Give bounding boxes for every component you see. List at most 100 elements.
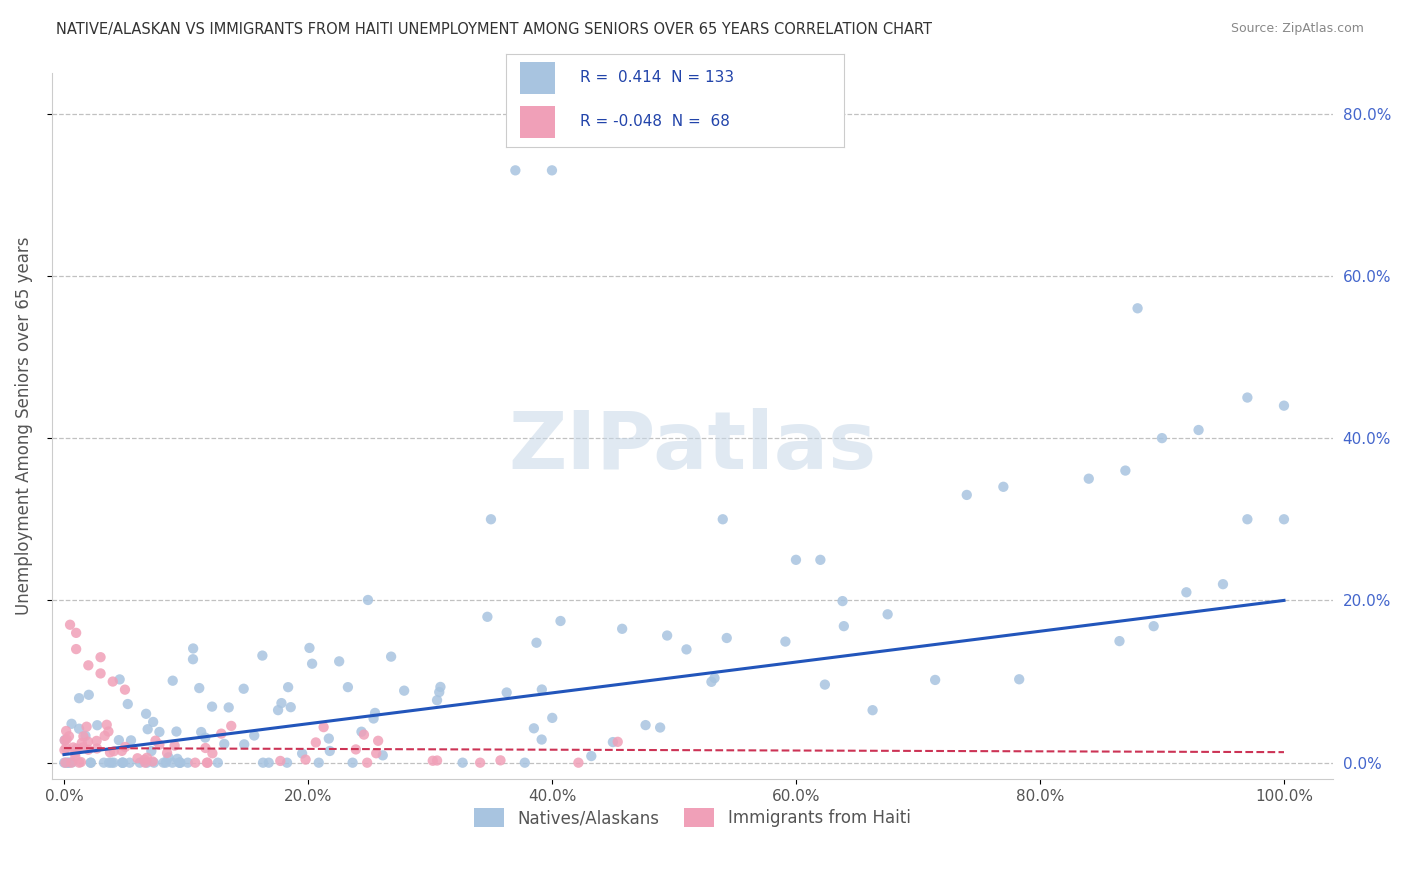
- Point: [114, 682, 136, 697]
- Point: [243, 729, 266, 743]
- Point: [716, 631, 738, 645]
- Point: [785, 553, 807, 567]
- Point: [166, 752, 188, 766]
- Point: [319, 744, 342, 758]
- Point: [567, 756, 589, 770]
- Point: [112, 756, 135, 770]
- Point: [1272, 399, 1295, 413]
- Point: [169, 756, 191, 770]
- Point: [477, 609, 499, 624]
- Point: [610, 622, 633, 636]
- Point: [1077, 472, 1099, 486]
- Legend: Natives/Alaskans, Immigrants from Haiti: Natives/Alaskans, Immigrants from Haiti: [467, 802, 917, 834]
- Point: [184, 756, 207, 770]
- Point: [530, 682, 553, 697]
- Point: [142, 714, 165, 729]
- Point: [162, 756, 184, 770]
- Point: [169, 756, 191, 770]
- Point: [703, 671, 725, 685]
- Point: [207, 756, 229, 770]
- Point: [60, 756, 83, 770]
- Point: [252, 756, 274, 770]
- Point: [77, 658, 100, 673]
- Point: [103, 756, 125, 770]
- Point: [526, 636, 548, 650]
- Point: [214, 737, 236, 751]
- Point: [111, 744, 134, 758]
- Point: [120, 733, 142, 747]
- Point: [380, 649, 402, 664]
- Point: [93, 756, 115, 770]
- Point: [65, 741, 87, 756]
- Point: [136, 751, 159, 765]
- Point: [60, 756, 83, 770]
- Point: [117, 697, 139, 711]
- Point: [162, 673, 184, 688]
- Point: [134, 753, 156, 767]
- Point: [60, 716, 83, 731]
- Point: [155, 756, 177, 770]
- Point: [550, 614, 572, 628]
- Point: [277, 680, 299, 694]
- Point: [267, 703, 290, 717]
- Point: [1175, 585, 1198, 599]
- Point: [541, 711, 564, 725]
- Point: [101, 674, 124, 689]
- Point: [55, 723, 77, 738]
- Point: [136, 723, 159, 737]
- Point: [111, 756, 134, 770]
- Point: [70, 755, 93, 769]
- Point: [53, 733, 76, 747]
- Point: [530, 732, 553, 747]
- Point: [294, 753, 316, 767]
- Point: [832, 619, 855, 633]
- Point: [70, 736, 93, 750]
- Point: [177, 756, 200, 770]
- Point: [55, 756, 77, 770]
- Point: [479, 512, 502, 526]
- Point: [194, 741, 217, 756]
- Point: [169, 756, 191, 770]
- Point: [86, 718, 108, 732]
- Bar: [520, 106, 555, 138]
- Point: [97, 724, 120, 739]
- Point: [156, 746, 179, 760]
- Point: [53, 743, 76, 757]
- Point: [233, 737, 256, 751]
- Point: [298, 640, 321, 655]
- Point: [606, 735, 628, 749]
- Point: [72, 740, 94, 755]
- Point: [993, 480, 1015, 494]
- Point: [79, 756, 101, 770]
- Point: [468, 756, 491, 770]
- Point: [209, 726, 232, 740]
- Point: [328, 654, 350, 668]
- Point: [218, 700, 240, 714]
- Point: [308, 756, 330, 770]
- Point: [148, 738, 170, 752]
- Point: [655, 628, 678, 642]
- Point: [98, 756, 121, 770]
- Point: [108, 733, 131, 747]
- Point: [197, 756, 219, 770]
- Point: [429, 680, 451, 694]
- Point: [602, 735, 624, 749]
- Point: [427, 685, 450, 699]
- Point: [67, 691, 90, 706]
- Point: [148, 725, 170, 739]
- Point: [111, 756, 134, 770]
- Point: [1008, 673, 1031, 687]
- Point: [280, 700, 302, 714]
- Point: [53, 756, 76, 770]
- Point: [357, 593, 380, 607]
- Bar: [520, 62, 555, 94]
- Point: [336, 680, 359, 694]
- Point: [426, 693, 449, 707]
- Point: [58, 756, 80, 770]
- Point: [650, 721, 672, 735]
- Point: [831, 594, 853, 608]
- Point: [808, 553, 831, 567]
- Point: [80, 756, 103, 770]
- Point: [65, 746, 87, 760]
- Point: [166, 724, 188, 739]
